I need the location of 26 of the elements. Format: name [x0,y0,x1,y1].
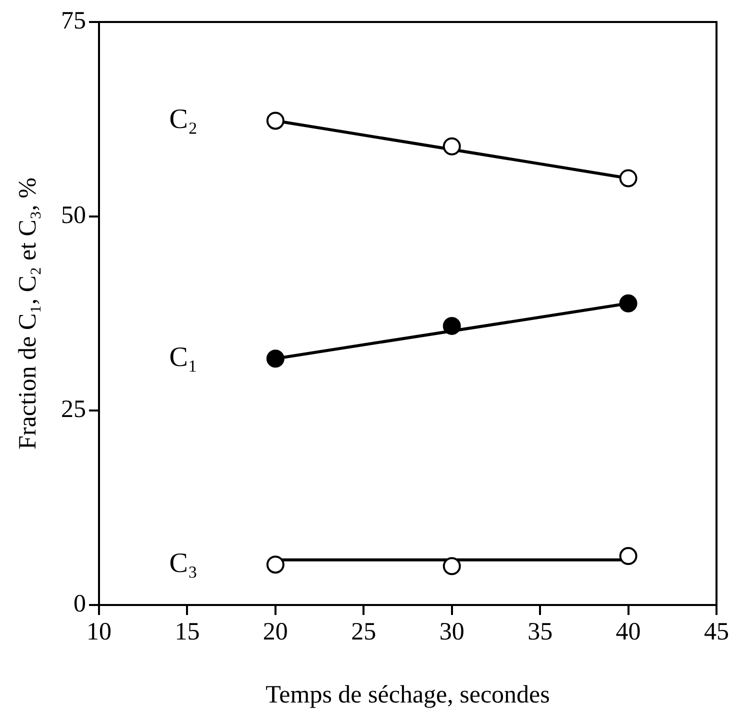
y-tick-label: 50 [61,202,86,229]
y-tick-label: 0 [74,590,86,618]
text: C₃ [169,548,198,579]
x-tick-label: 10 [86,618,112,646]
x-tick-label: 30 [439,618,464,646]
point [266,556,284,574]
text: C₂ [169,104,198,136]
point [442,557,461,576]
x-tick-label: 35 [528,618,553,646]
y-axis-title: Fraction de C₁, C₂ et C₃, % [14,178,42,450]
point [619,547,638,566]
x-tick-label: 40 [616,618,641,646]
text: C₁ [169,342,198,373]
x-axis-title: Temps de séchage, secondes [266,682,550,709]
point [266,112,284,130]
point [619,169,638,188]
point [442,316,461,335]
x-tick-label: 15 [174,618,200,646]
x-tick-label: 20 [262,618,288,646]
y-tick-label: 25 [61,396,86,424]
x-tick-label: 45 [704,618,729,646]
point [442,137,461,156]
point [619,294,638,312]
x-tick-label: 25 [351,618,376,646]
point [266,350,284,368]
y-tick-label: 75 [61,8,86,35]
